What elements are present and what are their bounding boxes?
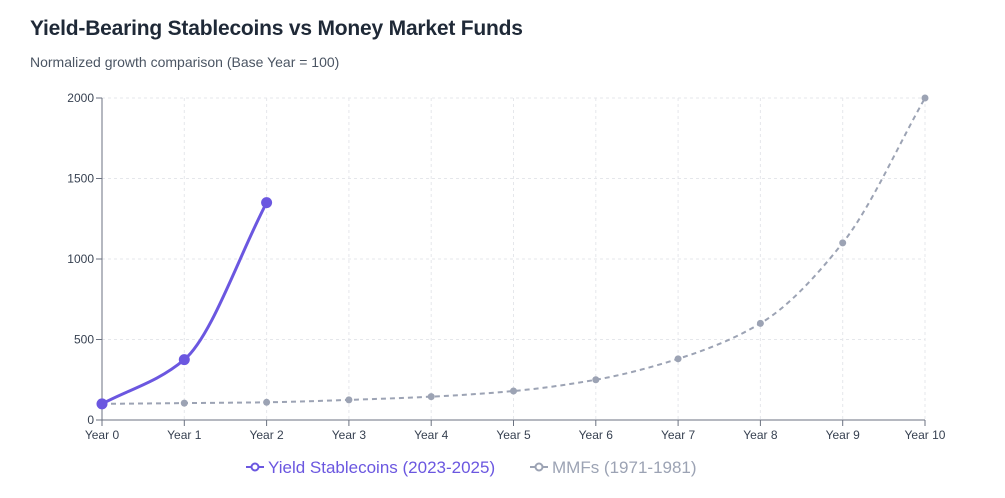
legend-item-stablecoin[interactable]: Yield Stablecoins (2023-2025)	[246, 458, 495, 477]
x-axis-ticks: Year 0 Year 1 Year 2 Year 3 Year 4 Year 5 Year…	[85, 420, 946, 442]
data-point-mmf[interactable]	[180, 399, 188, 407]
data-point-mmf[interactable]	[756, 319, 764, 327]
x-tick-label: Year 10	[905, 428, 946, 442]
y-tick-label: 500	[74, 333, 94, 347]
data-point-mmf[interactable]	[921, 94, 929, 102]
chart-subtitle: Normalized growth comparison (Base Year …	[30, 54, 340, 70]
x-tick-label: Year 6	[579, 428, 614, 442]
data-point-stablecoin[interactable]	[178, 354, 190, 366]
x-tick-label: Year 9	[826, 428, 861, 442]
data-point-mmf[interactable]	[263, 398, 271, 406]
data-point-mmf[interactable]	[427, 393, 435, 401]
x-tick-label: Year 8	[743, 428, 778, 442]
series-line-mmf	[101, 97, 926, 405]
x-tick-label: Year 2	[249, 428, 284, 442]
legend-marker-icon	[250, 462, 260, 472]
legend-item-mmf[interactable]: MMFs (1971-1981)	[530, 458, 697, 477]
legend[interactable]: Yield Stablecoins (2023-2025) MMFs (1971-…	[246, 458, 697, 477]
x-tick-label: Year 4	[414, 428, 449, 442]
grid-lines	[102, 97, 926, 420]
y-tick-label: 2000	[67, 91, 94, 105]
data-point-stablecoin[interactable]	[96, 398, 108, 410]
legend-label: MMFs (1971-1981)	[552, 458, 697, 477]
legend-marker-icon	[534, 462, 544, 472]
x-tick-label: Year 1	[167, 428, 202, 442]
data-point-mmf[interactable]	[674, 355, 682, 363]
legend-label: Yield Stablecoins (2023-2025)	[268, 458, 495, 477]
y-tick-label: 1000	[67, 252, 94, 266]
data-point-mmf[interactable]	[592, 376, 600, 384]
x-tick-label: Year 5	[496, 428, 531, 442]
y-tick-label: 1500	[67, 172, 94, 186]
x-tick-label: Year 0	[85, 428, 120, 442]
series-group	[96, 94, 929, 410]
series-line-stablecoin	[101, 201, 268, 406]
y-tick-label: 0	[87, 413, 94, 427]
data-point-mmf[interactable]	[510, 387, 517, 395]
chart-title: Yield-Bearing Stablecoins vs Money Marke…	[30, 17, 523, 40]
data-point-stablecoin[interactable]	[261, 197, 273, 209]
x-tick-label: Year 3	[332, 428, 367, 442]
x-tick-label: Year 7	[661, 428, 696, 442]
data-point-mmf[interactable]	[839, 239, 847, 247]
data-point-mmf[interactable]	[345, 396, 353, 404]
y-axis-ticks: 0 500 1000 1500 2000	[67, 91, 102, 427]
